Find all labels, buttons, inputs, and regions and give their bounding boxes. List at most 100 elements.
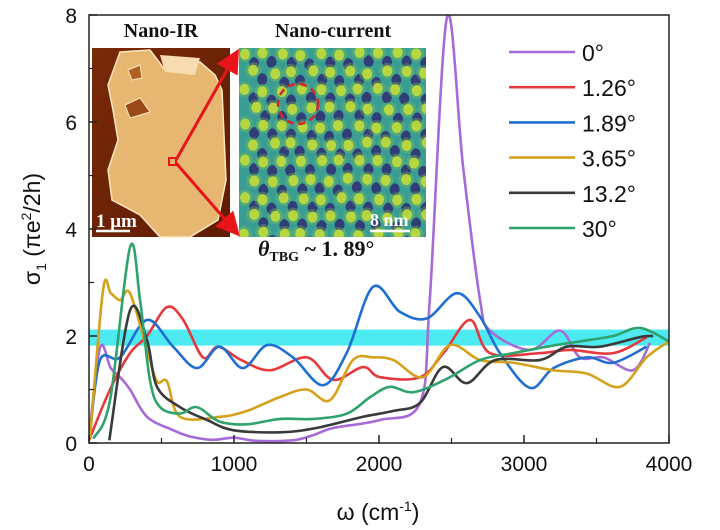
moire-halo [408, 48, 425, 62]
moire-bright-spot [249, 175, 260, 187]
legend-item: 1.89° [509, 110, 636, 136]
moire-halo [282, 63, 299, 80]
moire-dark-spot [306, 129, 317, 142]
moire-halo [368, 119, 385, 136]
moire-dark-spot [355, 219, 366, 232]
moire-halo [276, 226, 293, 237]
moire-halo [408, 82, 425, 99]
moire-halo [340, 137, 357, 154]
moire-bright-spot [314, 229, 325, 237]
legend-item: 3.65° [509, 146, 636, 172]
moire-dark-spot [371, 112, 382, 125]
legend-item: 30° [509, 216, 617, 242]
moire-halo [339, 170, 356, 187]
moire-bright-spot [362, 68, 373, 80]
moire-dark-spot [420, 56, 426, 69]
moire-dark-spot [325, 56, 336, 69]
graphene-flake-bright [160, 55, 200, 75]
moire-bright-spot [336, 192, 347, 204]
moire-bright-spot [411, 48, 422, 60]
moire-bright-spot [323, 176, 334, 188]
moire-dark-spot [297, 218, 308, 231]
moire-bright-spot [288, 210, 299, 222]
moire-dark-spot [333, 109, 344, 122]
moire-halo [302, 171, 319, 188]
moire-bright-spot [419, 67, 426, 79]
moire-halo [333, 189, 350, 206]
moire-bright-spot [372, 82, 383, 94]
moire-halo [254, 191, 271, 208]
legend-item: 1.26° [509, 75, 636, 101]
moire-dark-spot [266, 55, 277, 68]
moire-dark-spot [285, 164, 296, 177]
moire-halo [408, 117, 425, 134]
moire-halo [292, 153, 309, 170]
moire-dark-spot [381, 91, 392, 104]
moire-dark-spot [392, 112, 403, 125]
moire-bright-spot [333, 154, 344, 166]
moire-bright-spot [353, 230, 364, 237]
moire-halo [407, 225, 424, 237]
moire-dark-spot [307, 201, 318, 214]
x-tick-label: 4000 [646, 453, 693, 476]
moire-bright-spot [346, 211, 357, 223]
series-line-5 [92, 242, 669, 440]
moire-halo [380, 101, 397, 118]
y-tick-label: 0 [65, 433, 77, 456]
moire-dark-spot [267, 164, 278, 177]
legend-item: 13.2° [509, 181, 636, 207]
x-axis-label: ω (cm-1) [337, 498, 420, 525]
moire-halo [304, 136, 321, 153]
moire-dark-spot [304, 164, 315, 177]
moire-bright-spot [420, 176, 426, 188]
moire-halo [275, 189, 292, 206]
moire-halo [418, 100, 426, 117]
zoom-arrow [174, 48, 239, 161]
moire-dark-spot [400, 164, 411, 177]
legend-label: 0° [582, 40, 604, 66]
moire-halo [292, 225, 309, 237]
moire-bright-spot [295, 155, 306, 167]
moire-bright-spot [324, 101, 335, 113]
moire-halo [418, 206, 426, 223]
legend-item: 0° [509, 40, 604, 66]
moire-halo [389, 191, 406, 208]
moire-halo [377, 134, 394, 151]
moire-bright-spot [382, 65, 393, 77]
moire-bright-spot [403, 103, 414, 115]
moire-dark-spot [400, 130, 411, 143]
moire-halo [351, 117, 368, 134]
axes: 0 1000 2000 3000 4000 0 2 4 6 8 [65, 5, 692, 476]
moire-dark-spot [317, 73, 328, 86]
moire-dark-spot [410, 74, 421, 87]
moire-bright-spot [383, 104, 394, 116]
moire-halo [246, 172, 263, 189]
moire-bright-spot [315, 122, 326, 134]
moire-halo [239, 116, 254, 133]
legend-label: 3.65° [582, 146, 636, 172]
moire-dark-spot [363, 55, 374, 68]
nano-current-title: Nano-current [275, 20, 392, 42]
moire-dark-spot [422, 236, 426, 237]
legend-label: 1.26° [582, 75, 636, 101]
series-line-2 [89, 284, 648, 434]
moire-dark-spot [389, 183, 400, 196]
moire-halo [239, 48, 253, 63]
moire-halo [359, 65, 376, 82]
moire-dark-spot [428, 76, 438, 88]
moire-halo [255, 224, 272, 237]
y-tick-label: 4 [65, 219, 77, 242]
moire-bright-spot [391, 156, 402, 168]
moire-halo [245, 137, 262, 154]
moire-dark-spot [354, 109, 365, 122]
selection-square [168, 157, 177, 166]
flake-hole [124, 97, 151, 119]
legend-label: 13.2° [582, 181, 636, 207]
moire-bright-spot [295, 50, 306, 62]
series-layer [89, 15, 669, 443]
moire-bright-spot [336, 85, 347, 97]
moire-bright-spot [372, 154, 383, 166]
moire-halo [273, 153, 290, 170]
moire-halo [292, 48, 309, 64]
